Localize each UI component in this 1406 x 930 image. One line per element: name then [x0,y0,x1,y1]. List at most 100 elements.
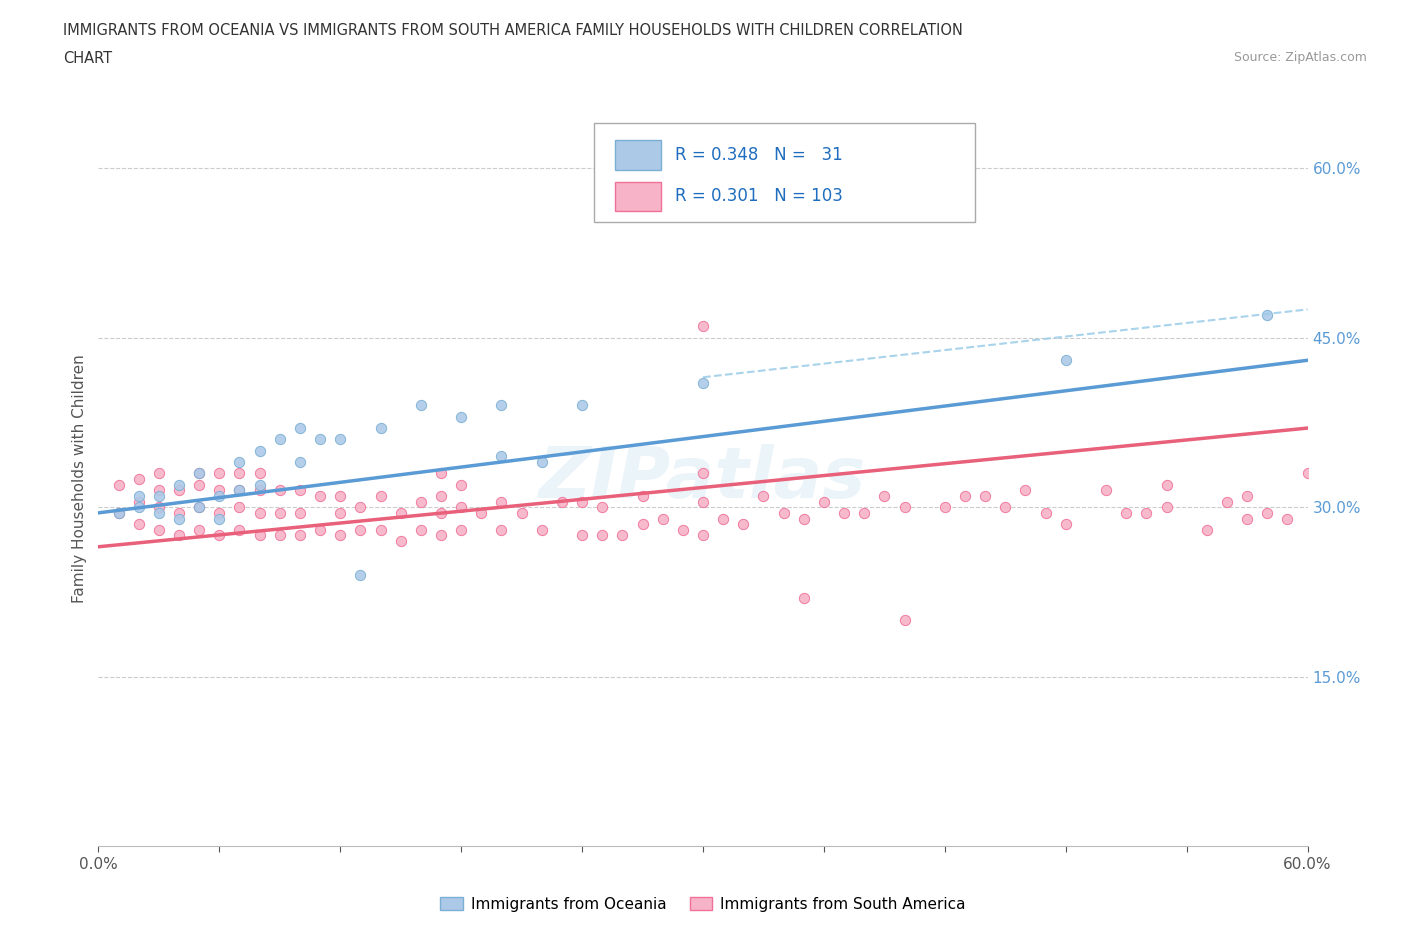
Point [128,488,150,503]
Point [148,523,170,538]
Point [1054,352,1077,367]
Point [228,483,250,498]
Point [1054,517,1077,532]
Point [148,488,170,503]
Point [450,499,472,514]
Point [450,477,472,492]
Point [370,523,392,538]
Point [269,528,291,543]
Point [1216,494,1239,509]
Point [631,517,654,532]
Point [430,528,453,543]
Point [873,488,896,503]
Point [128,499,150,514]
Point [148,505,170,520]
Point [329,505,352,520]
Point [208,505,231,520]
Point [228,455,250,470]
Point [228,483,250,498]
Point [430,466,453,481]
Point [389,534,412,549]
Point [370,420,392,435]
Point [208,488,231,503]
Point [128,494,150,509]
Point [893,613,915,628]
Point [288,528,311,543]
Text: ZIPatlas: ZIPatlas [540,445,866,513]
Point [148,466,170,481]
Point [228,466,250,481]
Point [672,523,695,538]
Point [491,523,513,538]
Text: IMMIGRANTS FROM OCEANIA VS IMMIGRANTS FROM SOUTH AMERICA FAMILY HOUSEHOLDS WITH : IMMIGRANTS FROM OCEANIA VS IMMIGRANTS FR… [63,23,963,38]
Point [1115,505,1137,520]
Point [349,499,371,514]
Point [128,472,150,486]
Point [228,523,250,538]
Point [208,483,231,498]
Point [651,512,673,526]
Point [409,523,432,538]
Point [612,528,634,543]
Point [591,528,613,543]
Point [389,505,412,520]
Point [167,483,190,498]
Point [1135,505,1157,520]
Point [470,505,492,520]
Point [329,432,352,446]
Point [409,494,432,509]
Point [733,517,755,532]
Point [772,505,794,520]
Point [530,523,553,538]
Point [249,505,271,520]
Point [1014,483,1036,498]
Point [349,523,371,538]
Point [450,409,472,424]
Point [934,499,956,514]
Point [893,499,915,514]
Point [510,505,533,520]
Point [832,505,855,520]
Text: R = 0.348   N =   31: R = 0.348 N = 31 [675,146,844,164]
Text: R = 0.301   N = 103: R = 0.301 N = 103 [675,188,844,206]
Point [208,512,231,526]
Bar [614,181,661,211]
Point [167,477,190,492]
Point [309,488,332,503]
Point [752,488,775,503]
Point [148,499,170,514]
Point [853,505,876,520]
Point [269,432,291,446]
Point [288,505,311,520]
Point [309,523,332,538]
Point [1156,477,1178,492]
Point [813,494,835,509]
Point [430,488,453,503]
Point [1156,499,1178,514]
Point [107,505,129,520]
Point [1095,483,1118,498]
Point [249,444,271,458]
Point [167,505,190,520]
Point [793,512,815,526]
Point [228,499,250,514]
Point [167,512,190,526]
Point [269,483,291,498]
FancyBboxPatch shape [595,123,976,222]
Point [1277,512,1299,526]
Point [1256,308,1278,323]
Point [793,591,815,605]
Y-axis label: Family Households with Children: Family Households with Children [72,354,87,604]
Text: Source: ZipAtlas.com: Source: ZipAtlas.com [1233,51,1367,64]
Point [188,466,211,481]
Point [974,488,997,503]
Point [631,488,654,503]
Point [208,528,231,543]
Point [188,499,211,514]
Point [711,512,734,526]
Point [491,398,513,413]
Point [491,494,513,509]
Point [249,466,271,481]
Point [329,528,352,543]
Point [692,466,714,481]
